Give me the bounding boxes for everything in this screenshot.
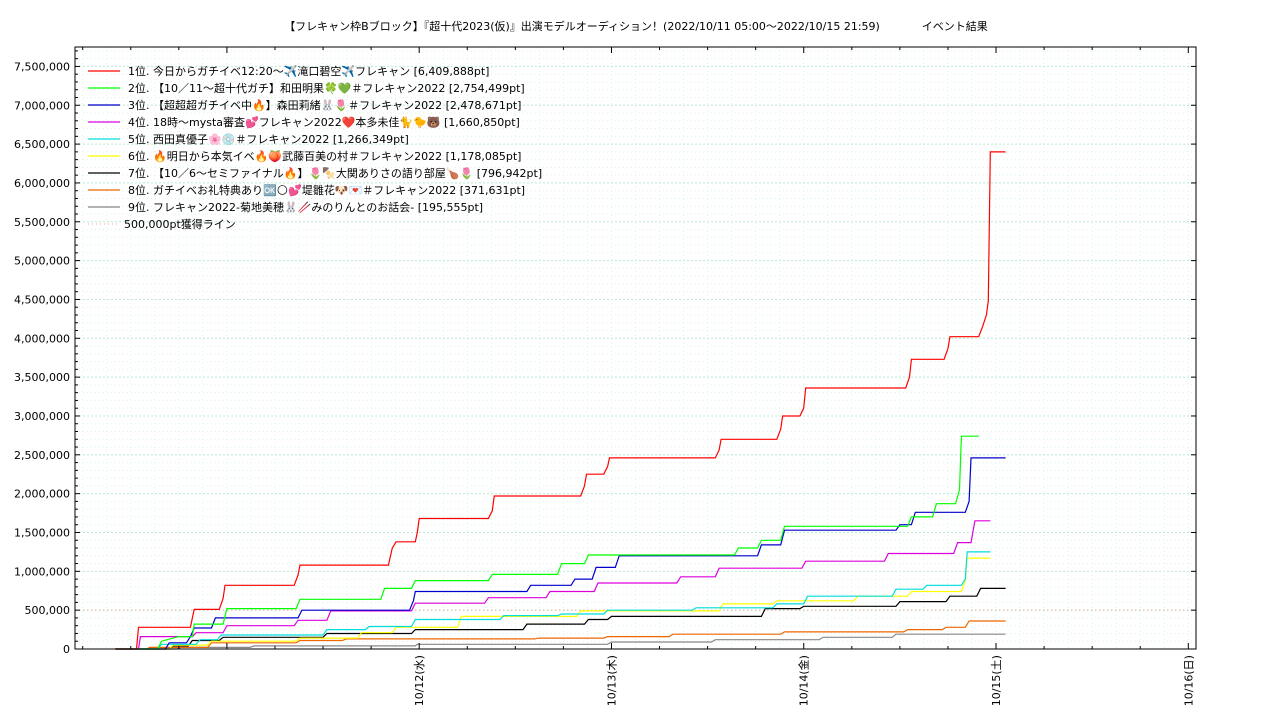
series-line-7 bbox=[115, 587, 1006, 650]
y-tick-label: 4,000,000 bbox=[14, 332, 70, 345]
y-tick-label: 500,000 bbox=[25, 604, 71, 617]
series-line-2 bbox=[115, 435, 979, 650]
y-tick-label: 3,500,000 bbox=[14, 371, 70, 384]
series-line-1 bbox=[115, 151, 1006, 650]
y-tick-label: 1,500,000 bbox=[14, 526, 70, 539]
legend-label: 8位. ガチイベお礼特典あり🆗🌕💕堤雛花🐶💌＃フレキャン2022 [371,63… bbox=[128, 183, 525, 197]
legend-label: 1位. 今日からガチイベ12:20〜✈️滝口碧空✈️フレキャン [6,409,8… bbox=[128, 64, 489, 78]
series-layer bbox=[115, 151, 1006, 650]
y-tick-label: 3,000,000 bbox=[14, 410, 70, 423]
y-axis: 0 500,000 1,000,000 1,500,000 2,000,000 2,500… bbox=[14, 50, 1196, 656]
y-tick-label: 6,500,000 bbox=[14, 138, 70, 151]
x-tick-label: 10/15(土) bbox=[990, 655, 1003, 706]
x-axis: 10/12(水) 10/13(木) 10/14(金) 10/15(土) 10/16(日) bbox=[82, 47, 1195, 706]
series-line-3 bbox=[115, 457, 1006, 650]
chart-title-main: 【フレキャン枠Bブロック】『超十代2023(仮)』出演モデルオーディション！(2… bbox=[284, 20, 880, 33]
y-tick-label: 2,500,000 bbox=[14, 449, 70, 462]
y-tick-label: 1,000,000 bbox=[14, 565, 70, 578]
chart-title: 【フレキャン枠Bブロック】『超十代2023(仮)』出演モデルオーディション！(2… bbox=[0, 18, 1272, 34]
y-tick-label: 5,500,000 bbox=[14, 216, 70, 229]
legend-label: 5位. 西田真優子🌸💿＃フレキャン2022 [1,266,349pt] bbox=[128, 132, 409, 146]
legend-label: 7位. 【10／6〜セミファイナル🔥】🌷🍢大関ありさの語り部屋🍗🌷 [796,9… bbox=[128, 166, 542, 180]
legend-label: 3位. 【超超超ガチイベ中🔥】森田莉緒🐰🌷＃フレキャン2022 [2,478,6… bbox=[128, 98, 521, 112]
legend-label: 6位. 🔥明日から本気イベ🔥🍑武藤百美の村＃フレキャン2022 [1,178,0… bbox=[128, 149, 521, 163]
x-tick-label: 10/12(水) bbox=[413, 655, 426, 706]
grid-lines bbox=[75, 47, 1196, 649]
x-tick-label: 10/13(木) bbox=[605, 655, 618, 706]
legend-label: 4位. 18時〜mysta審査💕フレキャン2022❤️本多未佳🐈🐤🐻 [1,66… bbox=[128, 115, 520, 129]
series-line-9 bbox=[115, 633, 1006, 650]
chart-subtitle: イベント結果 bbox=[921, 20, 988, 33]
legend-label: 9位. フレキャン2022-菊地美穂🐰🥢みのりんとのお話会- [195,555p… bbox=[128, 200, 483, 214]
x-tick-label: 10/14(金) bbox=[797, 655, 811, 706]
y-tick-label: 7,000,000 bbox=[14, 99, 70, 112]
y-tick-label: 5,000,000 bbox=[14, 255, 70, 268]
legend-label: 2位. 【10／11〜超十代ガチ】和田明果🍀💚＃フレキャン2022 [2,754… bbox=[128, 81, 525, 95]
series-line-8 bbox=[115, 620, 1006, 650]
y-tick-label: 6,000,000 bbox=[14, 177, 70, 190]
y-tick-label: 0 bbox=[63, 643, 70, 656]
y-tick-label: 4,500,000 bbox=[14, 293, 70, 306]
y-tick-label: 7,500,000 bbox=[14, 60, 70, 73]
x-tick-label: 10/16(日) bbox=[1182, 655, 1195, 706]
y-tick-label: 2,000,000 bbox=[14, 488, 70, 501]
series-line-4 bbox=[115, 520, 991, 650]
series-line-5 bbox=[115, 551, 991, 650]
series-line-6 bbox=[115, 557, 991, 650]
legend: 1位. 今日からガチイベ12:20〜✈️滝口碧空✈️フレキャン [6,409,8… bbox=[88, 64, 542, 231]
plot-frame bbox=[74, 46, 1197, 650]
legend-label-reference: 500,000pt獲得ライン bbox=[124, 218, 236, 231]
